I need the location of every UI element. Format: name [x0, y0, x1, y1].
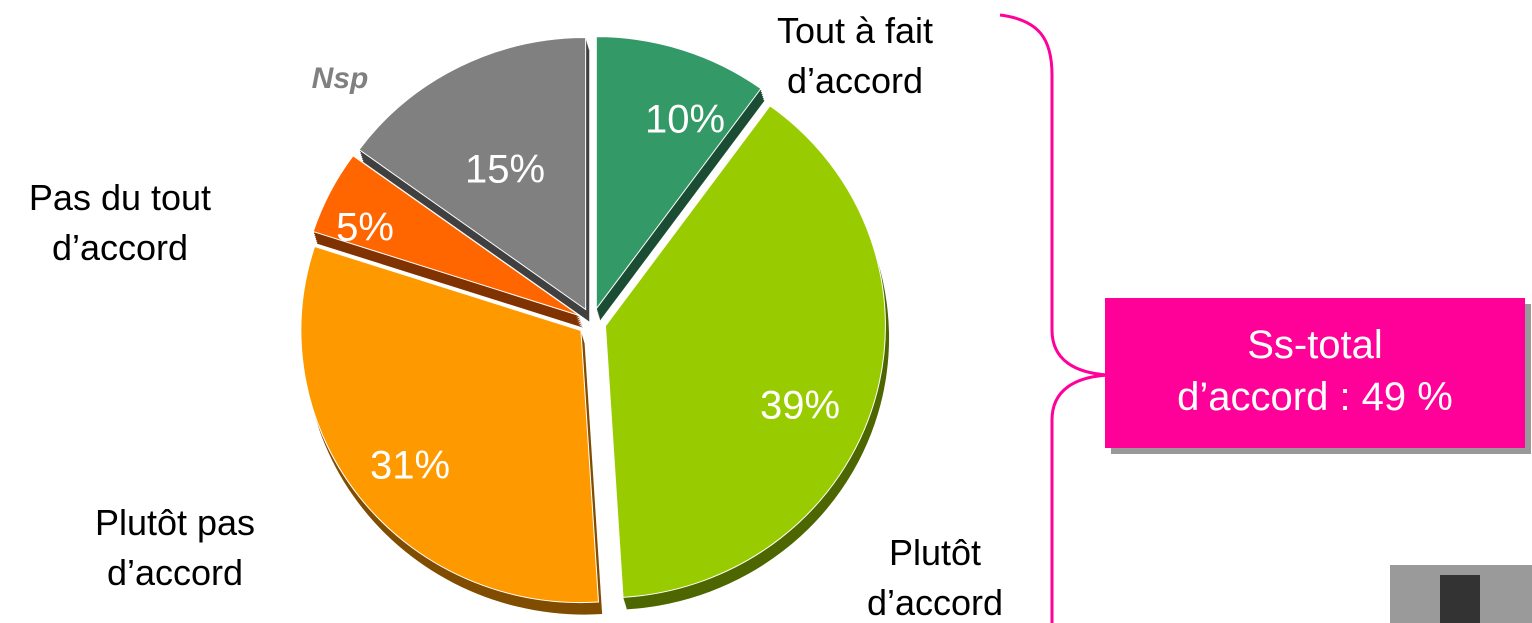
- slice: [604, 105, 886, 598]
- value-label: 5%: [336, 206, 394, 250]
- brace: [999, 13, 1109, 623]
- value-label: 31%: [370, 444, 450, 488]
- annotation-box: [1105, 298, 1525, 448]
- slice: [358, 37, 587, 311]
- slice: [312, 155, 580, 317]
- photo: [1390, 565, 1532, 623]
- annotation: Ss-total d’accord : 49 %: [1177, 323, 1453, 419]
- category-label: Nsp: [312, 62, 369, 95]
- slice: [595, 36, 762, 311]
- category-label: Tout à fait d’accord: [777, 10, 933, 101]
- value-label: 15%: [465, 148, 545, 192]
- category-label: Plutôt d’accord: [867, 532, 1003, 623]
- value-label: 39%: [760, 384, 840, 428]
- value-label: 10%: [645, 98, 725, 142]
- slice: [300, 245, 600, 604]
- category-label: Plutôt pas d’accord: [95, 502, 255, 593]
- category-label: Pas du tout d’accord: [29, 177, 211, 268]
